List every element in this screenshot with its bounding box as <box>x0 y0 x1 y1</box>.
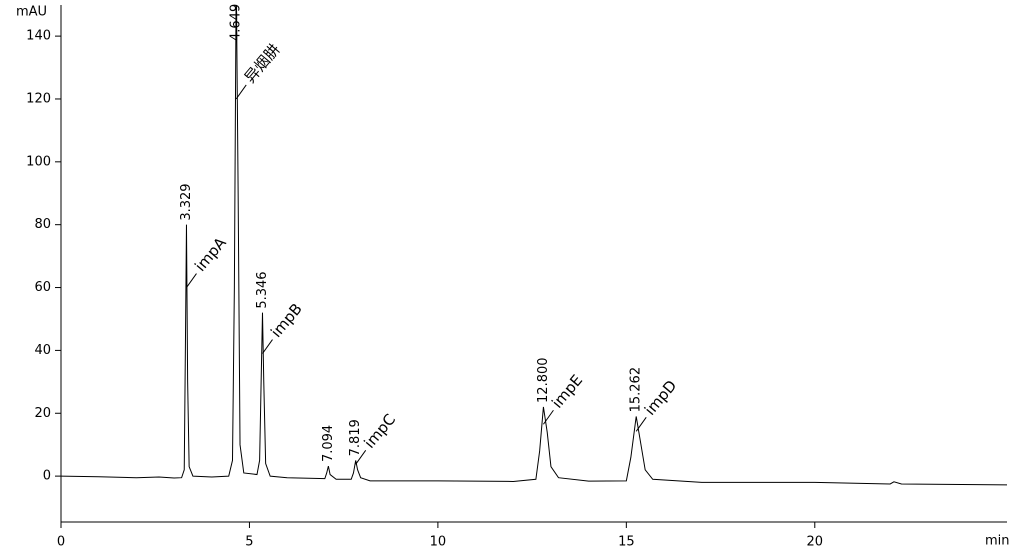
y-tick-label: 60 <box>34 280 51 295</box>
retention-time: 3.329 <box>179 183 194 220</box>
peak-name: impA <box>191 233 230 275</box>
peak-name: 异烟肼 <box>241 40 284 86</box>
retention-time: 15.262 <box>629 367 644 413</box>
x-tick-label: 20 <box>807 535 824 550</box>
y-tick-label: 140 <box>26 29 51 44</box>
y-tick-label: 100 <box>26 154 51 169</box>
retention-time: 7.094 <box>321 425 336 462</box>
y-tick-label: 0 <box>43 469 51 484</box>
leader-line <box>262 339 273 354</box>
leader-line <box>355 450 367 465</box>
retention-time: 4.649 <box>229 4 244 41</box>
retention-time: 12.800 <box>536 357 551 403</box>
y-axis-label: mAU <box>16 5 47 20</box>
trace <box>61 5 1007 486</box>
x-tick-label: 15 <box>618 535 635 550</box>
y-tick-label: 120 <box>26 91 51 106</box>
peak-name: impD <box>641 377 680 419</box>
peak-name: impB <box>267 300 306 341</box>
peak-name: impE <box>548 371 586 412</box>
y-tick-label: 80 <box>34 217 51 232</box>
x-tick-label: 5 <box>245 535 253 550</box>
x-axis-label: min <box>985 534 1010 549</box>
x-tick-label: 10 <box>430 535 447 550</box>
retention-time: 5.346 <box>255 271 270 308</box>
peak-name: impC <box>360 411 399 452</box>
y-tick-label: 40 <box>34 343 51 358</box>
leader-line <box>186 273 197 288</box>
leader-line <box>635 417 647 432</box>
leader-line <box>543 409 554 425</box>
retention-time: 7.819 <box>348 419 363 456</box>
plot-area <box>61 5 1007 486</box>
x-tick-label: 0 <box>57 535 65 550</box>
y-tick-label: 20 <box>34 406 51 421</box>
leader-line <box>235 84 247 100</box>
